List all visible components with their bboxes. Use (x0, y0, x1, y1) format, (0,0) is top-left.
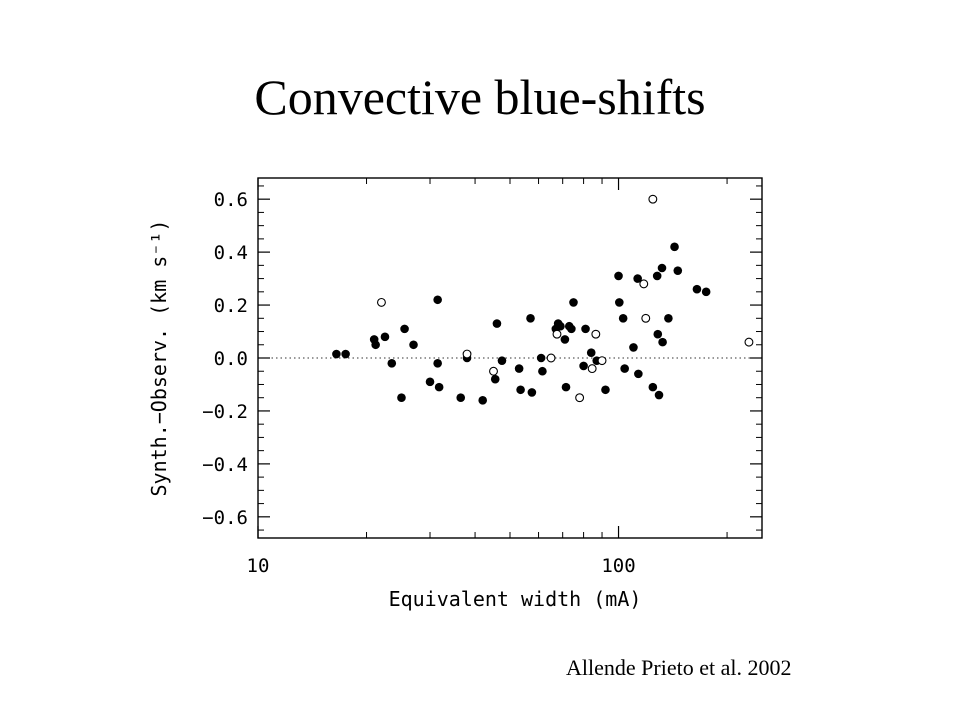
data-point-filled (538, 366, 547, 376)
data-point-filled (658, 337, 667, 347)
data-point-filled (497, 356, 507, 365)
data-point-filled (673, 266, 683, 275)
data-points (332, 194, 754, 405)
x-tick-label: 100 (601, 555, 635, 577)
data-point-open (575, 393, 585, 403)
data-point-filled (654, 390, 664, 400)
data-point-filled (569, 298, 578, 307)
x-tick-label: 10 (247, 555, 270, 577)
data-point-filled (536, 353, 546, 363)
y-tick-label: 0.0 (214, 348, 248, 370)
y-tick-label: −0.4 (202, 454, 248, 476)
y-tick-label: 0.2 (214, 295, 248, 317)
data-point-filled (425, 377, 435, 387)
data-point-filled (581, 324, 590, 334)
data-point-filled (409, 340, 418, 350)
data-point-filled (380, 332, 390, 342)
data-point-filled (514, 364, 524, 373)
data-point-filled (652, 271, 662, 281)
data-point-filled (567, 324, 576, 334)
citation: Allende Prieto et al. 2002 (566, 655, 792, 680)
data-point-filled (434, 382, 444, 392)
data-point-filled (556, 321, 565, 331)
y-tick-label: −0.6 (202, 507, 248, 529)
x-axis-label: Equivalent width (mA) (389, 587, 642, 611)
data-point-filled (490, 374, 500, 384)
data-point-filled (433, 358, 442, 368)
data-point-filled (561, 382, 571, 392)
data-point-open (489, 366, 498, 376)
data-point-filled (456, 393, 466, 403)
data-point-filled (614, 271, 623, 281)
data-point-filled (657, 263, 667, 273)
data-point-filled (615, 298, 624, 307)
data-point-open (587, 364, 597, 374)
data-point-filled (332, 349, 341, 359)
data-point-open (377, 297, 386, 307)
data-point-filled (516, 385, 525, 395)
data-point-filled (670, 242, 679, 252)
data-point-filled (601, 385, 610, 395)
slide-title: Convective blue-shifts (254, 69, 706, 125)
data-point-filled (653, 329, 663, 339)
data-point-filled (492, 319, 502, 328)
data-point-filled (478, 396, 488, 405)
data-point-filled (620, 364, 629, 373)
data-point-filled (341, 349, 350, 359)
data-point-filled (433, 295, 442, 305)
data-point-filled (586, 348, 596, 358)
data-point-filled (560, 335, 570, 344)
data-point-filled (633, 274, 642, 283)
data-point-filled (579, 361, 588, 371)
data-point-filled (618, 313, 628, 323)
data-point-open (552, 329, 562, 339)
y-tick-label: −0.2 (202, 401, 248, 423)
y-tick-label: 0.6 (214, 189, 248, 211)
y-tick-label: 0.4 (214, 242, 248, 264)
data-point-filled (664, 313, 673, 323)
data-point-open (648, 194, 658, 204)
data-point-filled (701, 287, 711, 297)
data-point-filled (634, 369, 643, 379)
data-point-filled (371, 340, 380, 350)
data-point-filled (629, 343, 638, 352)
data-point-open (591, 329, 601, 339)
x-axis: 10 100 (247, 178, 728, 577)
data-point-filled (400, 324, 409, 334)
data-point-filled (397, 393, 406, 403)
data-point-filled (526, 313, 535, 323)
data-point-open (462, 349, 472, 359)
y-axis: 0.6 0.4 0.2 0.0 −0.2 −0.4 −0.6 (202, 185, 762, 531)
data-point-filled (527, 388, 537, 397)
data-point-open (744, 337, 754, 347)
data-point-open (546, 353, 556, 363)
data-point-open (641, 313, 651, 323)
y-axis-label: Synth.−Observ. (km s⁻¹) (147, 220, 171, 497)
data-point-filled (387, 358, 397, 368)
data-point-filled (692, 284, 702, 294)
data-point-filled (648, 382, 658, 392)
data-point-open (639, 279, 649, 289)
data-point-open (597, 356, 607, 366)
